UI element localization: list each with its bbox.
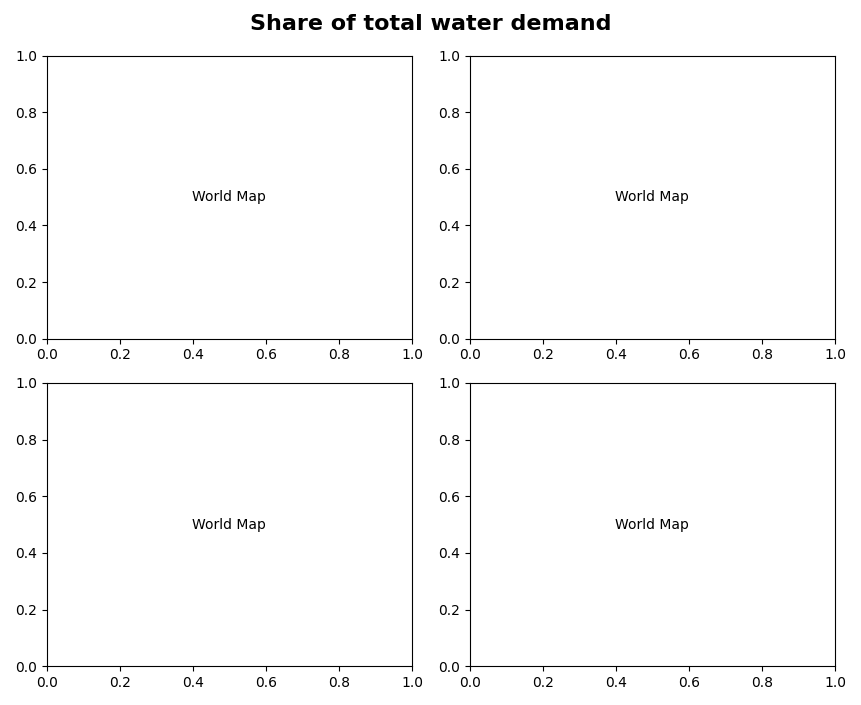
Text: World Map: World Map [616, 517, 690, 532]
Text: World Map: World Map [192, 190, 266, 204]
Text: Share of total water demand: Share of total water demand [250, 14, 611, 34]
Text: World Map: World Map [192, 517, 266, 532]
Text: World Map: World Map [616, 190, 690, 204]
